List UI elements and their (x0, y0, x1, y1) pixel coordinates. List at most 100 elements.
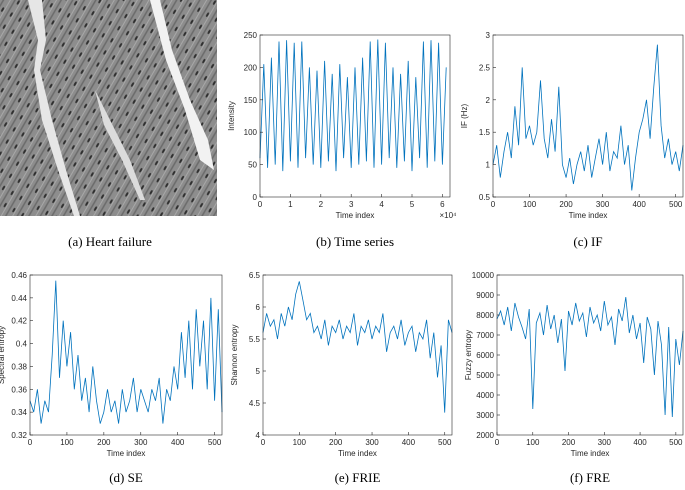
axes-frame (29, 274, 223, 436)
x-tick-label: 400 (633, 438, 647, 447)
plot-area (30, 275, 222, 435)
y-tick-label: 0.5 (479, 193, 491, 202)
y-tick-label: 10000 (472, 271, 495, 280)
y-tick-label: 5000 (476, 371, 494, 380)
x-tick-label: 300 (365, 438, 379, 447)
x-tick-label: 5 (410, 200, 415, 209)
y-tick-label: 0.36 (11, 385, 27, 394)
y-axis-label: IF (Hz) (460, 103, 469, 128)
y-axis-label: Shannon entropy (230, 325, 239, 386)
y-tick-label: 100 (244, 128, 258, 137)
y-tick-label: 5.5 (249, 335, 261, 344)
caption: (d) SE (109, 470, 143, 485)
y-tick-label: 1.5 (479, 128, 491, 137)
plot-area (493, 35, 683, 197)
x-tick-label: 300 (596, 200, 610, 209)
y-tick-label: 8000 (476, 311, 494, 320)
x-tick-label: 100 (60, 438, 74, 447)
x-tick-label: 200 (559, 200, 573, 209)
plot-area (260, 35, 450, 197)
y-tick-label: 2000 (476, 431, 494, 440)
caption: (a) Heart failure (68, 234, 152, 249)
y-tick-label: 200 (244, 63, 258, 72)
x-axis-label: Time index (569, 211, 608, 220)
y-tick-label: 0.42 (11, 317, 27, 326)
y-tick-label: 250 (244, 31, 258, 40)
y-tick-label: 9000 (476, 291, 494, 300)
x-tick-label: 500 (669, 200, 683, 209)
plot-area (497, 275, 683, 435)
y-tick-label: 4000 (476, 391, 494, 400)
axes: 0 100 200 300 400 500 4 4.5 5 5.5 6 6.5 Time index Sh… (230, 271, 453, 458)
x-tick-label: 0 (491, 200, 496, 209)
y-tick-label: 2.5 (479, 63, 491, 72)
x-tick-label: 300 (598, 438, 612, 447)
x-axis-label: Time index (571, 449, 610, 458)
y-tick-label: 50 (248, 161, 257, 170)
y-tick-label: 0.46 (11, 271, 27, 280)
y-tick-label: 4.5 (249, 399, 261, 408)
y-tick-label: 3 (486, 31, 491, 40)
x-tick-label: 4 (379, 200, 384, 209)
y-tick-label: 0.4 (16, 340, 28, 349)
y-tick-label: 5 (256, 367, 261, 376)
x-tick-label: 400 (402, 438, 416, 447)
x-tick-label: 100 (526, 438, 540, 447)
x-tick-label: 300 (134, 438, 148, 447)
y-axis-label: Fuzzy entropy (464, 330, 473, 380)
y-tick-label: 6.5 (249, 271, 261, 280)
y-tick-label: 6 (256, 303, 261, 312)
y-tick-label: 150 (244, 96, 258, 105)
y-axis-label: Intensity (227, 101, 236, 131)
y-tick-label: 1 (486, 161, 491, 170)
data-line (29, 280, 223, 424)
x-multiplier: ×10⁴ (439, 211, 457, 220)
x-tick-label: 500 (438, 438, 452, 447)
tissue-image (0, 0, 217, 216)
x-tick-label: 0 (28, 438, 33, 447)
y-tick-label: 0.38 (11, 362, 27, 371)
x-tick-label: 200 (97, 438, 111, 447)
x-tick-label: 100 (293, 438, 307, 447)
x-tick-label: 3 (349, 200, 354, 209)
x-tick-label: 500 (669, 438, 683, 447)
x-tick-label: 6 (440, 200, 445, 209)
x-axis-label: Time index (338, 449, 377, 458)
caption: (b) Time series (316, 234, 394, 249)
caption: (f) FRE (570, 470, 610, 485)
x-tick-label: 0 (258, 200, 263, 209)
data-line (496, 296, 684, 418)
axes: 0 100 200 300 400 500 0.5 1 1.5 2 2.5 3 Time index IF… (460, 31, 684, 220)
x-tick-label: 500 (208, 438, 222, 447)
x-tick-label: 200 (562, 438, 576, 447)
x-tick-label: 0 (261, 438, 266, 447)
axes: 0 1 2 3 4 5 6 0 50 100 150 200 250 Time index Intensit… (227, 31, 457, 220)
y-tick-label: 6000 (476, 351, 494, 360)
caption: (c) IF (573, 234, 602, 249)
axes-frame (259, 34, 451, 198)
data-line (492, 44, 684, 191)
y-tick-label: 4 (256, 431, 261, 440)
axes: 0 100 200 300 400 500 0.32 0.34 0.36 0.38 0.4 0.42 0… (0, 271, 223, 458)
caption: (e) FRIE (335, 470, 381, 485)
y-tick-label: 0.34 (11, 408, 27, 417)
y-tick-label: 0 (253, 193, 258, 202)
x-tick-label: 100 (523, 200, 537, 209)
y-tick-label: 0.32 (11, 431, 27, 440)
x-tick-label: 1 (288, 200, 293, 209)
axes-frame (492, 34, 684, 198)
data-line (259, 39, 447, 172)
x-tick-label: 400 (632, 200, 646, 209)
y-tick-label: 3000 (476, 411, 494, 420)
x-axis-label: Time index (107, 449, 146, 458)
axes: 0 100 200 300 400 500 2000 3000 4000 5000 6000 7000… (464, 271, 684, 458)
x-tick-label: 200 (329, 438, 343, 447)
y-tick-label: 0.44 (11, 294, 27, 303)
x-tick-label: 400 (171, 438, 185, 447)
x-axis-label: Time index (336, 211, 375, 220)
y-tick-label: 2 (486, 96, 491, 105)
data-line (262, 281, 453, 413)
x-tick-label: 2 (319, 200, 324, 209)
y-axis-label: Spectral entropy (0, 326, 6, 384)
